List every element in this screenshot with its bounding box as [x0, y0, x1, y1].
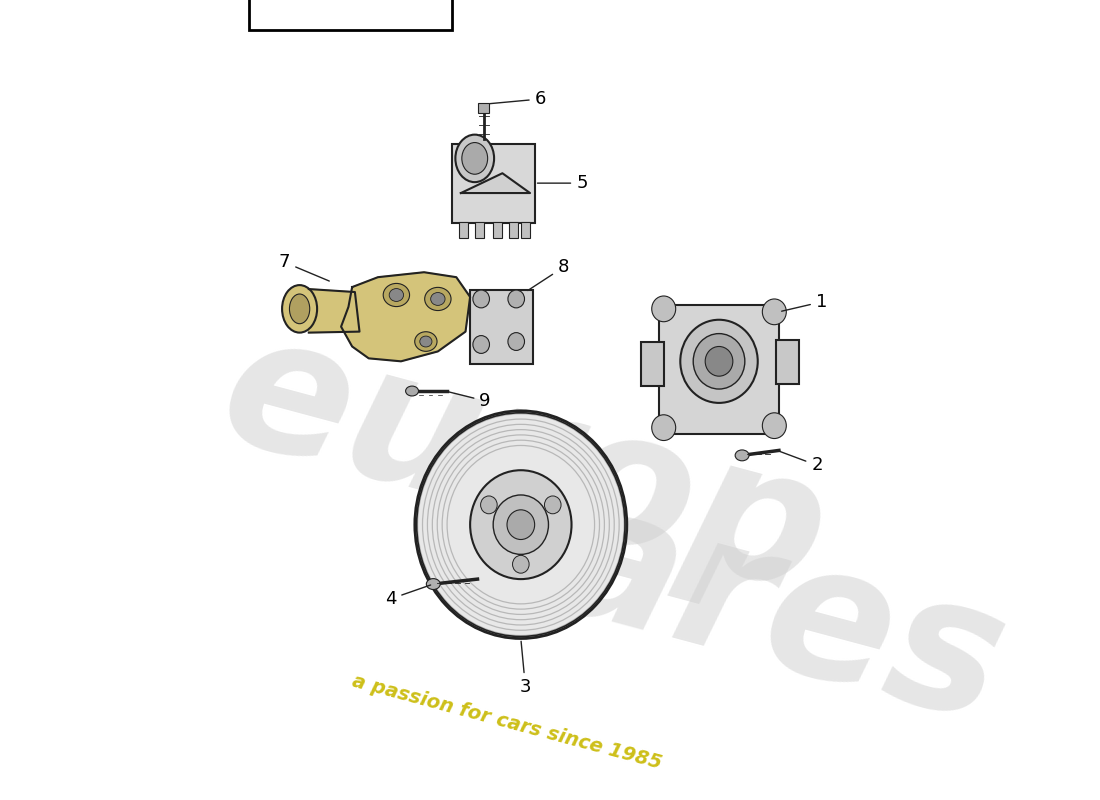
- Bar: [475, 222, 484, 238]
- Ellipse shape: [406, 386, 418, 396]
- Text: europ: europ: [202, 298, 845, 633]
- Text: 4: 4: [385, 585, 430, 608]
- Bar: [459, 222, 469, 238]
- Ellipse shape: [415, 332, 437, 351]
- Circle shape: [415, 411, 627, 638]
- Circle shape: [680, 320, 758, 403]
- Circle shape: [762, 299, 786, 325]
- Bar: [640, 342, 663, 386]
- Circle shape: [513, 555, 529, 573]
- Circle shape: [544, 496, 561, 514]
- Text: 5: 5: [538, 174, 587, 192]
- Polygon shape: [341, 272, 470, 362]
- Bar: [452, 143, 535, 222]
- Ellipse shape: [425, 287, 451, 310]
- Text: 6: 6: [490, 90, 546, 108]
- Text: ares: ares: [535, 467, 1024, 761]
- Circle shape: [762, 413, 786, 438]
- Circle shape: [473, 290, 490, 308]
- Circle shape: [651, 296, 675, 322]
- Circle shape: [693, 334, 745, 389]
- Text: 2: 2: [780, 451, 823, 474]
- Circle shape: [508, 333, 525, 350]
- Text: 3: 3: [519, 642, 531, 696]
- Text: 9: 9: [448, 392, 491, 410]
- Bar: [777, 339, 800, 384]
- Text: 8: 8: [528, 258, 569, 290]
- Ellipse shape: [735, 450, 749, 461]
- Circle shape: [507, 510, 535, 539]
- Ellipse shape: [455, 134, 494, 182]
- Circle shape: [473, 335, 490, 354]
- Text: 7: 7: [279, 254, 329, 281]
- Ellipse shape: [389, 289, 404, 302]
- Bar: [249, 0, 452, 30]
- Bar: [659, 305, 779, 434]
- Circle shape: [470, 470, 572, 579]
- Ellipse shape: [431, 293, 446, 306]
- Circle shape: [481, 496, 497, 514]
- Ellipse shape: [289, 294, 310, 324]
- Bar: [509, 222, 518, 238]
- Polygon shape: [309, 289, 360, 333]
- Ellipse shape: [427, 578, 440, 590]
- Circle shape: [651, 414, 675, 441]
- Text: a passion for cars since 1985: a passion for cars since 1985: [350, 672, 664, 774]
- Circle shape: [493, 495, 549, 554]
- Text: 1: 1: [782, 293, 827, 311]
- Ellipse shape: [383, 283, 409, 306]
- Bar: [478, 103, 490, 113]
- Bar: [493, 222, 503, 238]
- Ellipse shape: [420, 336, 432, 347]
- Polygon shape: [461, 174, 530, 193]
- Bar: [520, 222, 530, 238]
- Ellipse shape: [282, 285, 317, 333]
- Circle shape: [508, 290, 525, 308]
- Bar: [470, 290, 532, 364]
- Circle shape: [705, 346, 733, 376]
- Ellipse shape: [462, 142, 487, 174]
